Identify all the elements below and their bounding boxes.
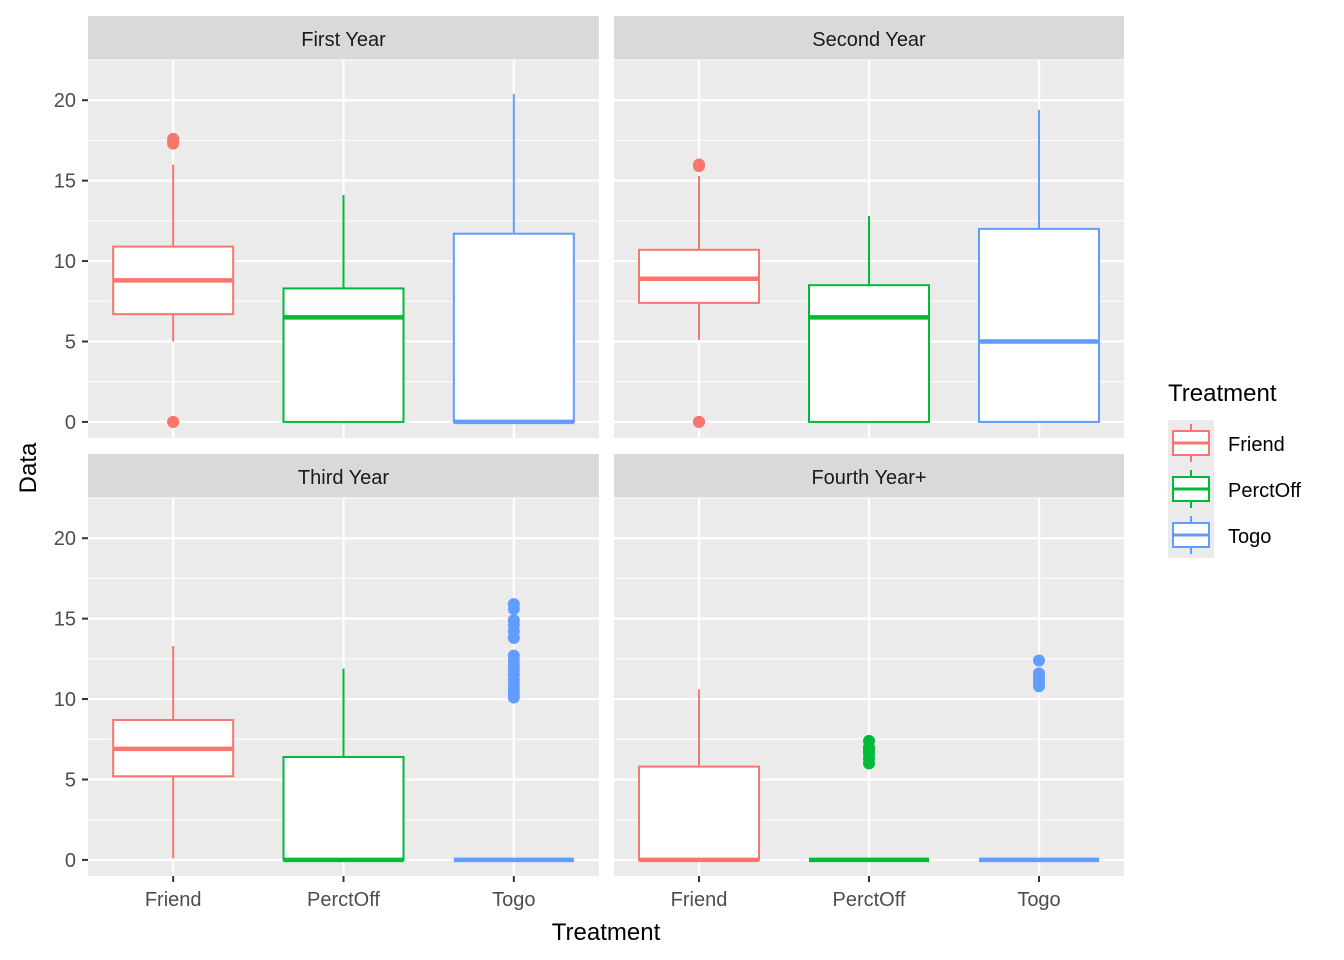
legend-item-togo: Togo [1168,512,1271,558]
x-tick-label: Friend [671,889,728,911]
facet-panel: Third Year 0 5 10 15 20 Friend PerctOff Togo [54,454,599,911]
outlier-point [693,415,705,428]
boxplot-perctoff [809,734,929,863]
facet-panel: Fourth Year+ Friend PerctOff Togo [614,454,1124,911]
facet-panel: Second Year [614,16,1124,438]
legend-label: Togo [1228,526,1271,548]
outlier-point [1033,667,1045,680]
boxplot-friend [112,132,235,428]
facet-title: First Year [301,29,386,51]
boxplot-togo [978,109,1100,423]
y-axis-title: Data [15,442,42,493]
facet-title: Third Year [298,467,390,489]
x-tick-label: Togo [1017,889,1060,911]
box-body [282,755,405,861]
outlier-point [167,132,180,145]
y-tick-label: 0 [65,850,76,872]
boxplot-perctoff [282,668,405,863]
y-tick-label: 0 [65,412,76,434]
legend-title: Treatment [1168,380,1277,407]
facet-strip [88,16,599,60]
outlier-point [1033,654,1045,667]
boxplot-togo [979,654,1099,863]
panels-layer: First Year 0 5 10 15 20 Second Year Third Year 0… [54,16,1124,911]
box-body [638,248,760,304]
boxplot-friend [638,689,760,863]
y-tick-label: 20 [54,90,76,112]
y-tick-label: 20 [54,528,76,550]
boxplot-togo [452,93,575,425]
boxplot-friend [638,158,760,428]
facet-title: Second Year [812,29,926,51]
legend-item-friend: Friend [1168,420,1285,466]
facet-panel: First Year 0 5 10 15 20 [54,16,599,438]
legend: Treatment Friend PerctOff Togo [1168,380,1301,558]
facet-strip [88,454,599,498]
y-tick-label: 10 [54,251,76,273]
box-body [638,765,760,861]
boxplot-togo [453,598,574,863]
facet-title: Fourth Year+ [811,467,926,489]
box-body [978,227,1100,423]
boxplot-perctoff [808,216,930,423]
y-tick-label: 5 [65,331,76,353]
x-tick-label: Friend [145,889,202,911]
outlier-point [507,598,520,611]
y-tick-label: 10 [54,689,76,711]
outlier-point [507,614,520,627]
outlier-point [167,415,180,428]
x-tick-label: PerctOff [307,889,380,911]
legend-label: Friend [1228,434,1285,456]
legend-item-perctoff: PerctOff [1168,466,1301,512]
box-body [808,284,930,423]
y-tick-label: 15 [54,171,76,193]
box-body [282,287,405,423]
y-tick-label: 5 [65,769,76,791]
facet-strip [614,16,1124,60]
outlier-point [693,158,705,171]
boxplot-perctoff [282,195,405,423]
x-axis-title: Treatment [552,919,661,946]
boxplot-friend [112,645,235,859]
x-tick-label: PerctOff [833,889,906,911]
outlier-point [863,734,875,747]
legend-label: PerctOff [1228,480,1301,502]
box-body [452,232,575,423]
y-tick-label: 15 [54,609,76,631]
x-tick-label: Togo [492,889,535,911]
facet-strip [614,454,1124,498]
outlier-point [507,649,520,662]
